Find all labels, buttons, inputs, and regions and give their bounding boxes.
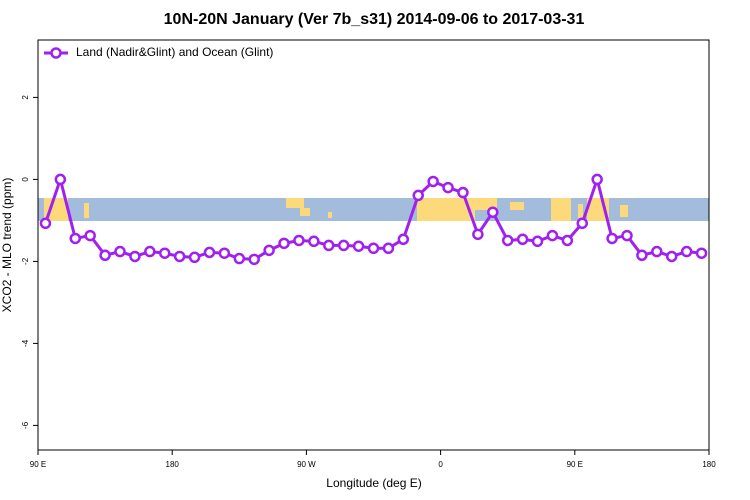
- data-point: [442, 181, 454, 194]
- legend-label: Land (Nadir&Glint) and Ocean (Glint): [76, 45, 273, 59]
- y-axis-label: XCO2 - MLO trend (ppm): [0, 178, 14, 313]
- x-tick-label: 180: [702, 460, 716, 469]
- data-point: [248, 253, 260, 266]
- data-point: [487, 206, 499, 218]
- data-point: [576, 217, 589, 230]
- data-point: [546, 229, 559, 242]
- data-point: [516, 233, 529, 246]
- data-point: [561, 234, 574, 247]
- data-point: [233, 252, 246, 265]
- data-point: [636, 249, 648, 261]
- data-point: [144, 245, 156, 258]
- data-point: [114, 245, 126, 258]
- legend: Land (Nadir&Glint) and Ocean (Glint): [44, 45, 273, 59]
- data-point: [352, 240, 365, 252]
- x-tick-label: 90 W: [297, 460, 316, 469]
- data-point: [293, 234, 305, 247]
- data-point: [84, 229, 96, 242]
- data-point: [54, 173, 67, 186]
- data-point: [203, 246, 216, 259]
- data-point: [323, 239, 335, 252]
- data-point: [501, 234, 514, 247]
- data-point: [382, 242, 395, 255]
- map-band: [38, 198, 709, 221]
- data-point: [129, 250, 141, 263]
- data-point: [263, 244, 275, 257]
- data-point: [69, 232, 82, 245]
- data-point: [457, 186, 469, 199]
- data-point: [39, 217, 52, 230]
- data-point: [188, 251, 201, 264]
- x-axis-label: Longitude (deg E): [326, 476, 421, 490]
- x-tick-label: 0: [438, 460, 443, 469]
- data-point: [337, 239, 350, 252]
- x-tick-label: 90 E: [567, 460, 583, 469]
- y-tick-label: -4: [21, 339, 30, 347]
- data-point: [397, 233, 410, 246]
- data-point: [665, 250, 678, 263]
- data-point: [427, 175, 439, 188]
- y-tick-label: -6: [21, 421, 30, 429]
- y-tick-label: 2: [21, 95, 30, 100]
- data-point: [621, 229, 633, 242]
- data-point: [278, 237, 290, 250]
- data-point: [412, 189, 424, 202]
- data-point: [158, 247, 171, 259]
- data-point: [695, 247, 708, 259]
- data-point: [99, 249, 111, 261]
- chart-title: 10N-20N January (Ver 7b_s31) 2014-09-06 …: [164, 11, 585, 28]
- data-point: [680, 245, 693, 258]
- data-point: [308, 235, 320, 248]
- data-point: [531, 235, 544, 248]
- data-point: [472, 228, 484, 241]
- data-point: [591, 173, 603, 186]
- data-point: [651, 245, 663, 258]
- y-tick-label: 0: [21, 177, 30, 182]
- plot-frame: [37, 39, 710, 451]
- data-point: [606, 232, 618, 245]
- y-tick-label: -2: [21, 257, 30, 265]
- x-tick-label: 90 E: [30, 460, 46, 469]
- data-point: [218, 247, 231, 259]
- x-tick-label: 180: [166, 460, 180, 469]
- data-point: [173, 250, 186, 263]
- data-point: [367, 242, 380, 255]
- legend-marker: [50, 47, 62, 59]
